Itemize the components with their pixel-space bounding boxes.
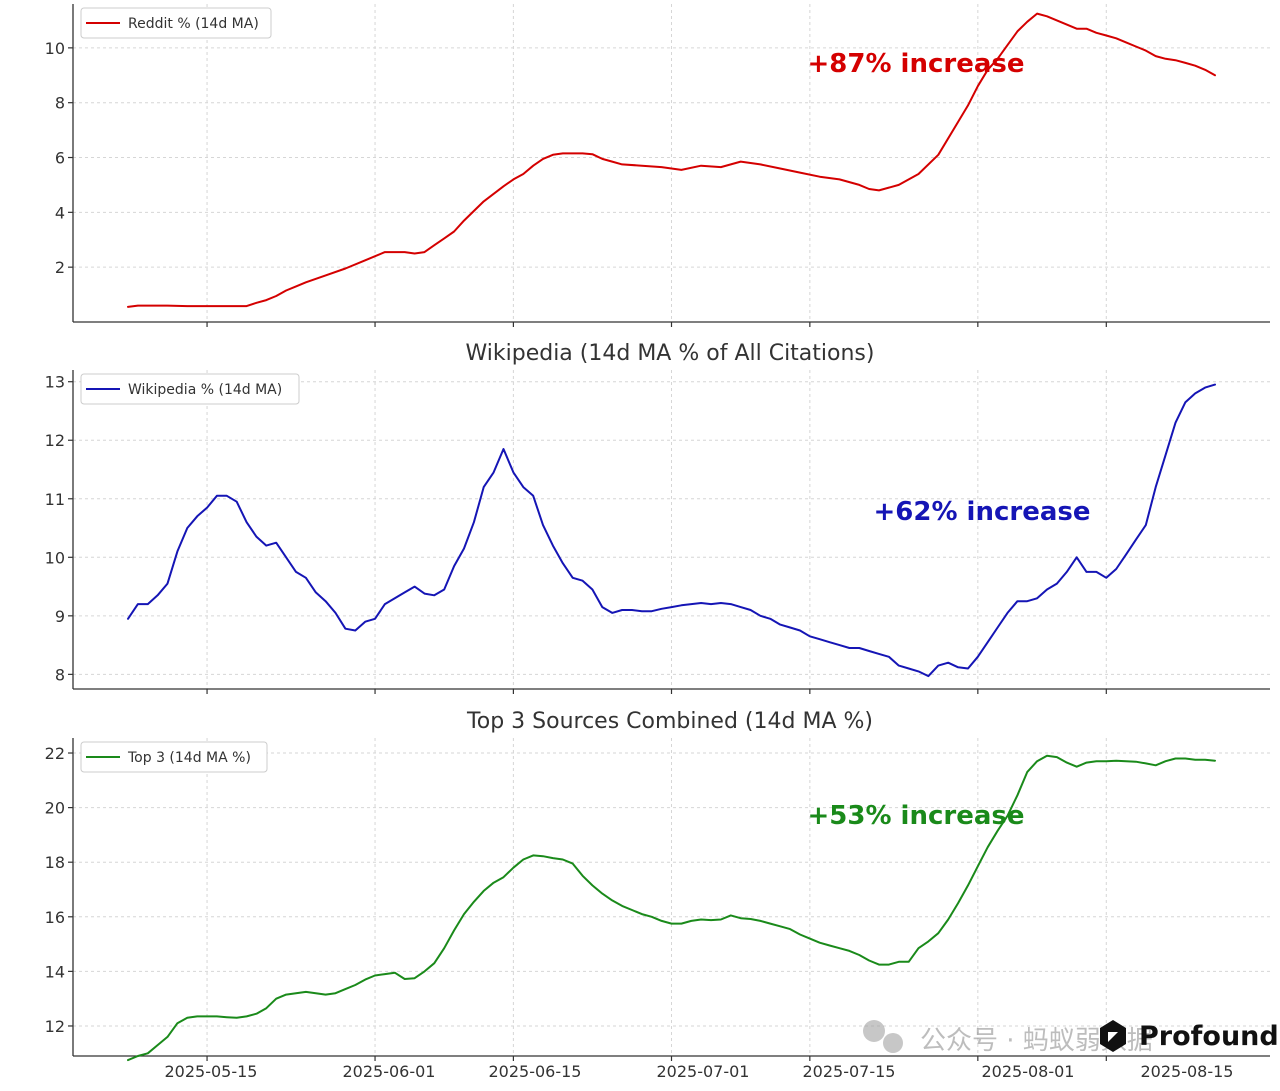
y-tick-label: 8	[55, 665, 65, 684]
series-line	[127, 12, 1216, 308]
y-tick-label: 9	[55, 607, 65, 626]
chart-panel-1: 2 4 6 8 10 Reddit % (14d MA) +87% increase	[45, 4, 1270, 327]
increase-annotation: +62% increase	[873, 497, 1090, 527]
y-tick-label: 11	[45, 490, 65, 509]
y-tick-label: 10	[45, 548, 65, 567]
legend-label: Reddit % (14d MA)	[128, 16, 259, 32]
y-tick-label: 13	[45, 373, 65, 392]
y-tick-label: 20	[45, 799, 65, 818]
y-tick-label: 12	[45, 431, 65, 450]
wechat-icon	[863, 1020, 885, 1042]
y-tick-label: 14	[45, 962, 65, 981]
chart-panel-2: Wikipedia (14d MA % of All Citations) 8 9 1…	[45, 341, 1270, 694]
y-tick-label: 6	[55, 149, 65, 168]
legend: Top 3 (14d MA %)	[80, 741, 268, 773]
y-tick-label: 22	[45, 744, 65, 763]
legend-box	[80, 741, 268, 773]
y-tick-label: 10	[45, 39, 65, 58]
y-tick-label: 8	[55, 94, 65, 113]
increase-annotation: +87% increase	[807, 49, 1024, 79]
series-line	[127, 383, 1216, 678]
x-tick-label: 2025-08-01	[982, 1062, 1075, 1081]
chart-title: Wikipedia (14d MA % of All Citations)	[466, 341, 875, 366]
chart-panel-3: Top 3 Sources Combined (14d MA %) 12 14 16 1…	[45, 709, 1270, 1062]
legend-box	[80, 7, 272, 39]
x-axis-date-labels: 2025-05-15 2025-06-01 2025-06-15 2025-07…	[165, 1062, 1234, 1081]
x-tick-label: 2025-07-01	[657, 1062, 750, 1081]
chart-panels: 2 4 6 8 10 Reddit % (14d MA) +87% increase Wiki…	[45, 4, 1270, 1062]
y-tick-label: 2	[55, 258, 65, 277]
x-tick-label: 2025-06-15	[489, 1062, 582, 1081]
x-tick-label: 2025-05-15	[165, 1062, 258, 1081]
y-tick-label: 18	[45, 853, 65, 872]
x-tick-label: 2025-08-15	[1141, 1062, 1234, 1081]
legend-label: Wikipedia % (14d MA)	[128, 382, 282, 398]
legend-box	[80, 373, 300, 405]
x-tick-label: 2025-06-01	[343, 1062, 436, 1081]
wechat-icon-bubble	[883, 1033, 903, 1053]
chart-title: Top 3 Sources Combined (14d MA %)	[466, 709, 873, 734]
increase-annotation: +53% increase	[807, 801, 1024, 831]
legend: Reddit % (14d MA)	[80, 7, 272, 39]
legend-label: Top 3 (14d MA %)	[127, 750, 251, 766]
y-tick-label: 12	[45, 1017, 65, 1036]
y-tick-label: 16	[45, 908, 65, 927]
brand-name: Profound	[1139, 1021, 1279, 1052]
legend: Wikipedia % (14d MA)	[80, 373, 300, 405]
x-tick-label: 2025-07-15	[803, 1062, 896, 1081]
brand-logo: Profound	[1100, 1020, 1279, 1052]
y-tick-label: 4	[55, 203, 65, 222]
series-line	[127, 754, 1216, 1062]
